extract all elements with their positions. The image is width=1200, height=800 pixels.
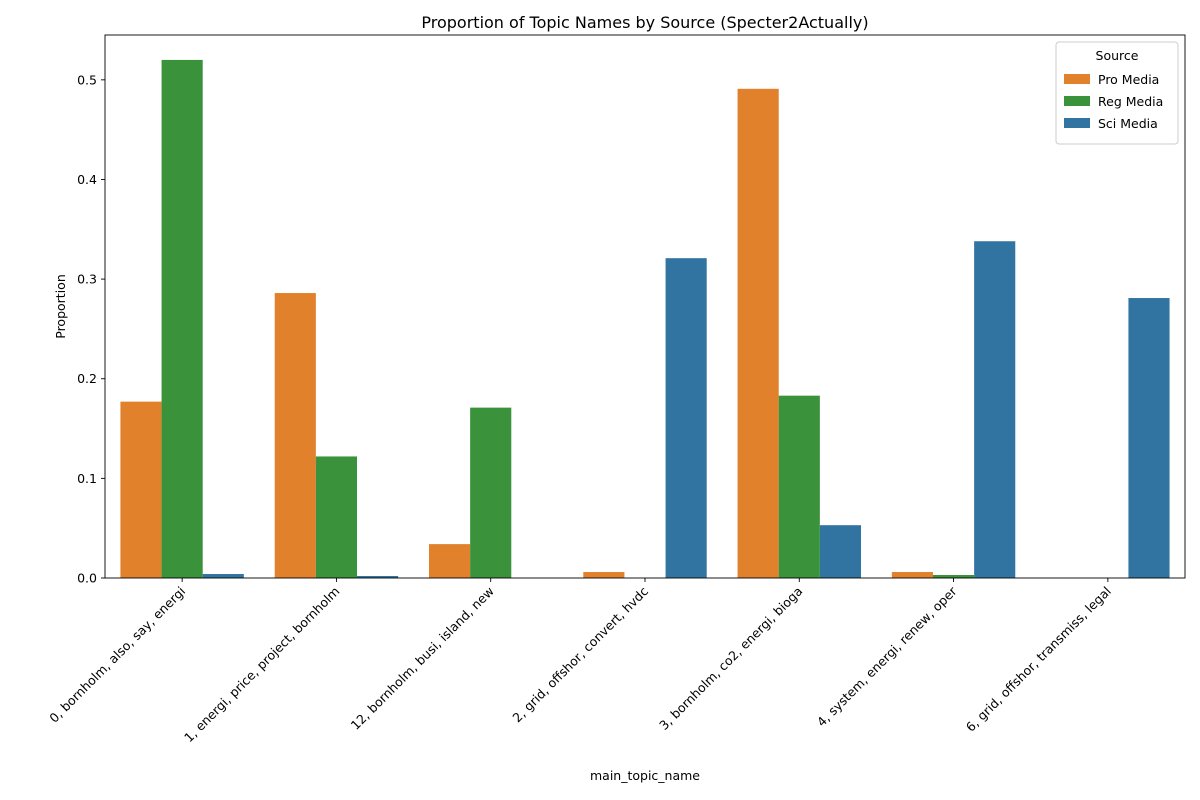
y-tick-label: 0.1 (77, 471, 97, 486)
bar-sci-media-4 (819, 525, 861, 578)
bar-sci-media-5 (974, 241, 1016, 579)
bar-sci-media-0 (202, 574, 244, 578)
bar-pro-media-1 (274, 293, 316, 578)
y-tick-label: 0.3 (77, 272, 97, 287)
y-axis-ticks: 0.0 0.1 0.2 0.3 0.4 0.5 (77, 72, 105, 586)
bar-reg-media-1 (315, 456, 357, 578)
legend-swatch-pro-media (1064, 74, 1090, 84)
bar-pro-media-4 (737, 88, 779, 579)
bar-pro-media-2 (429, 544, 471, 578)
y-tick-label: 0.4 (77, 172, 97, 187)
y-axis-label: Proportion (53, 274, 68, 339)
legend-title: Source (1096, 48, 1139, 63)
bar-sci-media-3 (665, 258, 707, 578)
chart-title: Proportion of Topic Names by Source (Spe… (421, 13, 868, 32)
legend: Source Pro Media Reg Media Sci Media (1055, 41, 1179, 145)
y-tick-label: 0.0 (77, 571, 97, 586)
y-tick-label: 0.2 (77, 371, 97, 386)
bar-pro-media-0 (120, 401, 162, 578)
bar-reg-media-0 (161, 59, 203, 579)
legend-swatch-reg-media (1064, 96, 1090, 106)
y-tick-label: 0.5 (77, 72, 97, 87)
legend-entry-reg-media: Reg Media (1098, 94, 1163, 109)
legend-entry-sci-media: Sci Media (1098, 116, 1158, 131)
bar-reg-media-5 (933, 575, 975, 578)
bar-reg-media-4 (778, 395, 820, 578)
x-axis-label: main_topic_name (590, 768, 700, 783)
bar-reg-media-2 (470, 407, 512, 578)
bar-sci-media-6 (1128, 298, 1170, 578)
legend-entry-pro-media: Pro Media (1098, 72, 1159, 87)
legend-swatch-sci-media (1064, 118, 1090, 128)
bar-pro-media-3 (583, 572, 625, 578)
bar-sci-media-1 (357, 576, 399, 578)
bar-pro-media-5 (891, 572, 933, 578)
bars-group (120, 59, 1170, 579)
